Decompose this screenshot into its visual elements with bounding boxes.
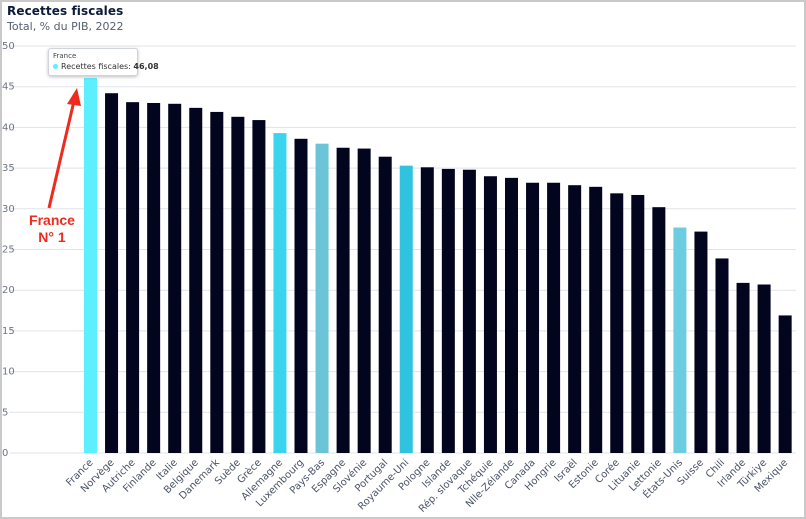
bar-luxembourg[interactable]	[294, 138, 308, 453]
bar-royaume-uni[interactable]	[399, 165, 413, 453]
bar-espagne[interactable]	[336, 147, 350, 453]
bar-r-p-slovaque[interactable]	[462, 169, 476, 453]
annotation-label: France N° 1	[20, 212, 84, 246]
bar-t-rkiye[interactable]	[757, 284, 771, 453]
y-tick-label: 15	[2, 326, 15, 337]
tooltip-line: Recettes fiscales: 46,08	[53, 62, 159, 71]
bar-slov-nie[interactable]	[357, 148, 371, 453]
bar-cor-e[interactable]	[610, 193, 624, 454]
bar-norv-ge[interactable]	[105, 93, 119, 453]
bar-france[interactable]	[84, 77, 97, 453]
bar-lettonie[interactable]	[652, 207, 666, 453]
tooltip-value: 46,08	[133, 62, 159, 71]
tooltip-dot-icon	[53, 64, 58, 69]
y-tick-label: 50	[2, 41, 15, 52]
bar-tch-quie[interactable]	[483, 176, 497, 454]
bar--tats-unis[interactable]	[673, 227, 687, 453]
bar-isra-l[interactable]	[568, 185, 582, 453]
arrow-shaft	[47, 100, 76, 209]
bar-pays-bas[interactable]	[315, 143, 329, 453]
bar-allemagne[interactable]	[273, 133, 287, 453]
x-axis: FranceNorvègeAutricheFinlandeItalieBelgi…	[64, 456, 790, 515]
y-tick-label: 30	[2, 204, 15, 215]
bar-islande[interactable]	[441, 168, 455, 453]
bars	[84, 77, 792, 454]
y-tick-label: 5	[2, 407, 8, 418]
bar-autriche[interactable]	[126, 102, 140, 453]
bar-canada[interactable]	[526, 182, 540, 453]
y-tick-label: 40	[2, 122, 15, 133]
y-tick-label: 20	[2, 285, 15, 296]
y-tick-label: 35	[2, 163, 15, 174]
bar-chili[interactable]	[715, 258, 729, 453]
bar-belgique[interactable]	[189, 107, 203, 453]
y-axis: 0 5 10 15 20 25 30 35 40 45 50	[2, 41, 15, 459]
bar-estonie[interactable]	[589, 186, 603, 453]
bar-irlande[interactable]	[736, 282, 750, 453]
bar-gr-ce[interactable]	[252, 120, 266, 453]
annotation-arrow	[47, 88, 81, 209]
bar-suisse[interactable]	[694, 231, 708, 453]
tooltip: France Recettes fiscales: 46,08	[48, 48, 159, 76]
tooltip-country: France	[53, 52, 77, 60]
bar-nlle-z-lande[interactable]	[505, 177, 518, 454]
y-tick-label: 25	[2, 245, 15, 256]
bar-italie[interactable]	[168, 103, 182, 453]
annotation-line-1: France	[29, 212, 75, 228]
tooltip-label: Recettes fiscales:	[61, 62, 131, 71]
y-tick-label: 0	[2, 448, 8, 459]
bar-su-de[interactable]	[231, 116, 245, 454]
bar-hongrie[interactable]	[547, 182, 561, 453]
bar-finlande[interactable]	[147, 102, 161, 453]
annotation-line-2: N° 1	[38, 229, 66, 245]
bar-mexique[interactable]	[778, 315, 792, 453]
arrow-head-icon	[67, 88, 81, 106]
chart-title: Recettes fiscales	[7, 4, 124, 18]
bar-portugal[interactable]	[378, 156, 392, 454]
bar-danemark[interactable]	[210, 111, 224, 454]
bar-lituanie[interactable]	[631, 194, 645, 453]
bar-pologne[interactable]	[420, 167, 434, 453]
y-tick-label: 10	[2, 367, 15, 378]
y-tick-label: 45	[2, 82, 15, 93]
chart-subtitle: Total, % du PIB, 2022	[7, 20, 124, 33]
